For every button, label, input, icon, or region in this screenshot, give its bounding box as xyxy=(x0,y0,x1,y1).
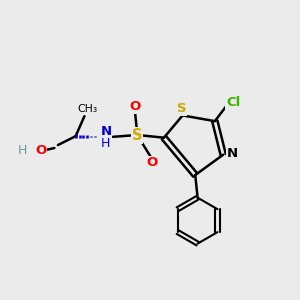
Text: S: S xyxy=(132,128,143,143)
Text: S: S xyxy=(177,103,187,116)
Text: O: O xyxy=(146,156,158,169)
Text: Cl: Cl xyxy=(226,96,240,109)
Text: H: H xyxy=(18,144,28,157)
Text: N: N xyxy=(226,147,238,160)
Text: N: N xyxy=(100,125,112,138)
Text: O: O xyxy=(35,144,46,158)
Text: H: H xyxy=(101,137,111,150)
Text: CH₃: CH₃ xyxy=(78,104,98,114)
Text: O: O xyxy=(129,100,141,113)
